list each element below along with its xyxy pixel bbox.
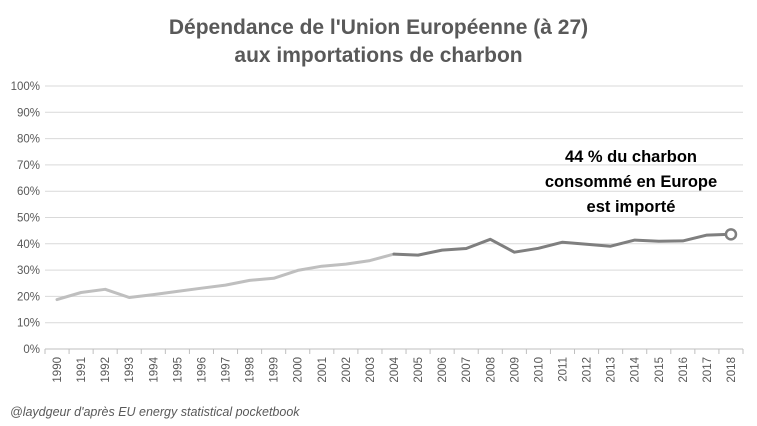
x-tick-label: 2017 bbox=[702, 357, 714, 383]
y-tick-label: 80% bbox=[17, 134, 40, 146]
x-tick-label: 2011 bbox=[557, 357, 569, 382]
annotation-line-3: est importé bbox=[587, 198, 676, 216]
x-tick-label: 1997 bbox=[221, 357, 233, 383]
x-tick-label: 1995 bbox=[172, 357, 184, 383]
y-tick-label: 10% bbox=[17, 318, 40, 330]
x-tick-label: 2008 bbox=[485, 357, 497, 383]
x-tick-label: 1990 bbox=[52, 357, 64, 383]
y-tick-label: 50% bbox=[17, 213, 40, 225]
annotation-line-2: consommé en Europe bbox=[545, 173, 717, 191]
x-tick-label: 2004 bbox=[389, 356, 401, 382]
coal-import-dependency-series bbox=[55, 228, 738, 302]
x-tick-label: 2000 bbox=[293, 357, 305, 383]
x-tick-label: 2006 bbox=[437, 357, 449, 383]
x-tick-label: 1991 bbox=[76, 357, 88, 383]
x-tick-label: 2009 bbox=[509, 357, 521, 383]
x-tick-label: 1998 bbox=[245, 357, 257, 383]
x-tick-label: 1992 bbox=[100, 357, 112, 383]
x-tick-label: 1994 bbox=[148, 356, 160, 382]
x-tick-label: 2014 bbox=[630, 356, 642, 382]
y-gridlines bbox=[45, 85, 743, 350]
x-tick-label: 2015 bbox=[654, 357, 666, 383]
y-tick-label: 60% bbox=[17, 186, 40, 198]
y-tick-label: 0% bbox=[23, 344, 40, 356]
annotation-line-1: 44 % du charbon bbox=[565, 148, 697, 166]
x-tick-label: 2002 bbox=[341, 357, 353, 383]
y-tick-label: 90% bbox=[17, 107, 40, 119]
x-tick-label: 2007 bbox=[461, 357, 473, 383]
x-tick-label: 2005 bbox=[413, 357, 425, 383]
x-tick-label: 2001 bbox=[317, 357, 329, 383]
y-tick-label: 30% bbox=[17, 265, 40, 277]
y-tick-label: 20% bbox=[17, 291, 40, 303]
x-tick-label: 2012 bbox=[582, 357, 594, 383]
x-tick-label: 2013 bbox=[606, 357, 618, 383]
x-tick-label: 2016 bbox=[678, 357, 690, 383]
chart-title-line-2: aux importations de charbon bbox=[234, 44, 522, 67]
series-line-early bbox=[55, 252, 396, 302]
x-tick-label: 2010 bbox=[533, 357, 545, 383]
x-tick-label: 2018 bbox=[726, 357, 738, 383]
x-tick-label: 1999 bbox=[269, 357, 281, 383]
x-axis-tick-labels: 1990 1991 1992 1993 1994 1995 1996 1997 1998 1999… bbox=[44, 349, 744, 383]
series-line-late bbox=[392, 232, 733, 257]
source-credit: @laydgeur d'après EU energy statistical … bbox=[10, 405, 300, 419]
y-axis-tick-labels: 0% 10% 20% 30% 40% 50% 60% 70% 80% 90% 100% bbox=[11, 81, 40, 356]
x-tick-label: 1996 bbox=[196, 357, 208, 383]
y-tick-label: 40% bbox=[17, 239, 40, 251]
y-tick-label: 100% bbox=[11, 81, 40, 93]
y-tick-label: 70% bbox=[17, 160, 40, 172]
final-point-marker bbox=[724, 228, 738, 241]
x-tick-label: 1993 bbox=[124, 357, 136, 383]
x-tick-label: 2003 bbox=[365, 357, 377, 383]
chart-title-line-1: Dépendance de l'Union Européenne (à 27) bbox=[169, 16, 588, 39]
